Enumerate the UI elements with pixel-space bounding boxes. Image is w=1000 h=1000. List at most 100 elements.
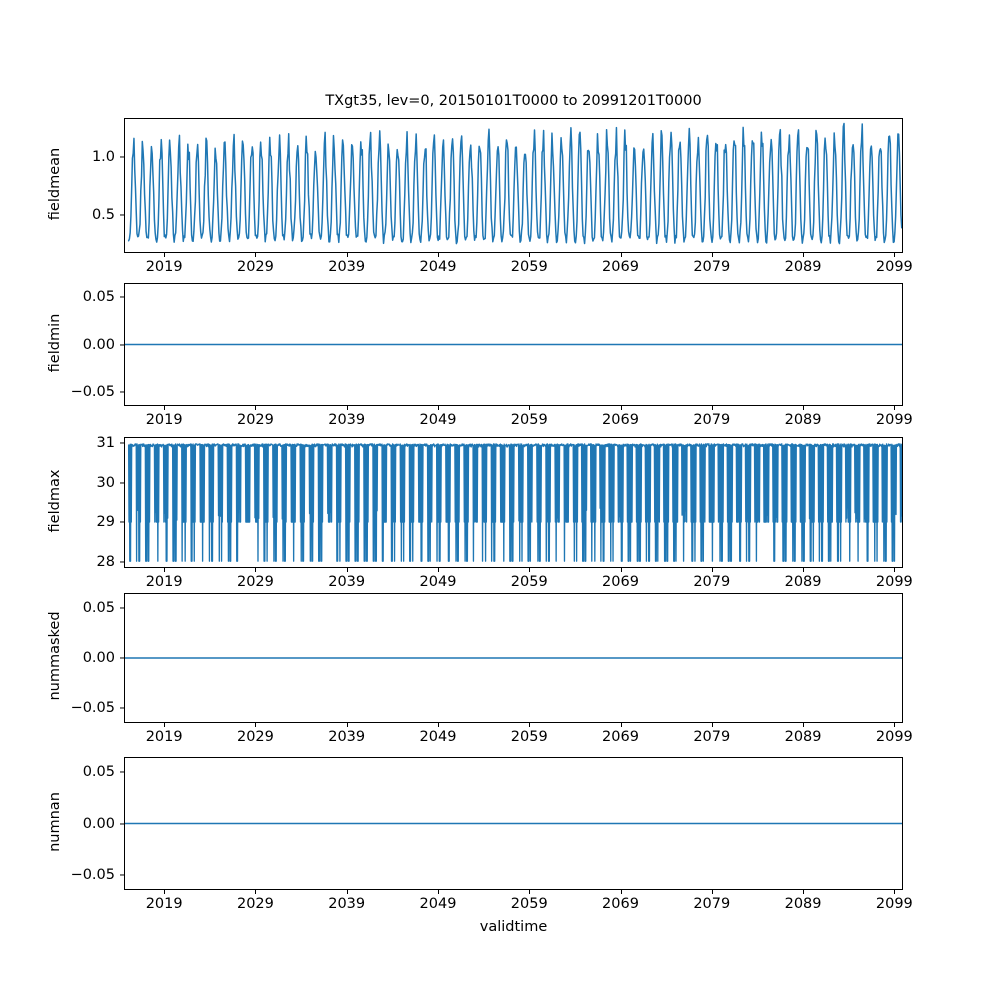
x-tick-mark — [620, 723, 622, 728]
y-axis-label-fieldmin: fieldmin — [47, 313, 63, 372]
x-tick-label: 2069 — [602, 574, 639, 590]
x-tick-label: 2029 — [236, 412, 274, 428]
x-tick-label: 2029 — [236, 729, 274, 745]
x-tick-label: 2059 — [510, 729, 548, 745]
x-tick-label: 2019 — [145, 574, 183, 590]
x-tick-mark — [164, 253, 166, 258]
x-tick-label: 2079 — [693, 896, 731, 912]
y-tick-label: 0.5 — [91, 207, 115, 224]
y-tick-mark — [119, 707, 124, 709]
x-tick-label: 2029 — [236, 574, 274, 590]
x-tick-mark — [620, 890, 622, 895]
x-tick-mark — [255, 406, 257, 411]
y-tick-label: −0.05 — [70, 700, 115, 716]
x-tick-mark — [529, 253, 531, 258]
data-line-fieldmean — [125, 119, 902, 252]
y-tick-mark — [119, 607, 124, 609]
x-tick-mark — [894, 890, 896, 895]
x-tick-label: 2089 — [784, 896, 822, 912]
y-axis-label-fieldmax: fieldmax — [47, 469, 63, 532]
x-tick-mark — [803, 568, 805, 573]
y-tick-mark — [119, 156, 124, 158]
y-tick-label: 1.0 — [91, 148, 115, 165]
x-tick-mark — [437, 568, 440, 573]
x-tick-label: 2099 — [875, 412, 913, 428]
y-tick-label: −0.05 — [70, 866, 115, 883]
y-tick-mark — [119, 771, 124, 773]
x-tick-label: 2069 — [602, 259, 639, 275]
plot-panel-nummasked — [124, 593, 903, 723]
x-tick-label: 2039 — [328, 729, 366, 745]
x-tick-label: 2019 — [145, 729, 183, 745]
x-tick-mark — [711, 253, 713, 258]
y-tick-mark — [119, 822, 124, 825]
x-tick-label: 2039 — [328, 896, 366, 912]
x-tick-label: 2089 — [784, 574, 822, 590]
x-tick-label: 2059 — [510, 896, 548, 912]
x-tick-mark — [803, 406, 805, 411]
x-tick-mark — [711, 406, 713, 411]
plot-panel-numnan — [124, 757, 903, 890]
x-tick-label: 2049 — [419, 574, 457, 590]
x-tick-mark — [164, 568, 166, 573]
data-line-numnan — [125, 758, 902, 889]
x-tick-mark — [803, 253, 805, 258]
y-tick-mark — [119, 874, 124, 876]
data-line-nummasked — [125, 594, 902, 722]
x-tick-label: 2019 — [145, 412, 183, 428]
x-tick-mark — [620, 568, 622, 573]
x-tick-label: 2049 — [419, 412, 457, 428]
x-tick-mark — [346, 568, 348, 573]
y-tick-label: 30 — [96, 474, 115, 491]
x-tick-label: 2039 — [328, 412, 366, 428]
y-tick-mark — [119, 561, 124, 563]
y-tick-mark — [119, 442, 124, 444]
x-tick-label: 2029 — [236, 896, 274, 912]
x-tick-mark — [164, 406, 166, 411]
x-tick-mark — [437, 890, 440, 895]
y-tick-label: 29 — [96, 514, 115, 531]
x-tick-mark — [346, 890, 348, 895]
x-tick-label: 2059 — [510, 574, 548, 590]
x-tick-label: 2029 — [236, 259, 274, 275]
x-tick-mark — [529, 406, 531, 411]
x-tick-label: 2079 — [693, 259, 731, 275]
y-tick-label: 0.05 — [82, 764, 115, 781]
x-tick-label: 2099 — [875, 729, 913, 745]
x-tick-mark — [894, 253, 896, 258]
y-tick-mark — [119, 521, 124, 523]
x-tick-mark — [346, 723, 348, 728]
x-tick-label: 2039 — [328, 259, 366, 275]
data-line-fieldmin — [125, 284, 902, 405]
plot-panel-fieldmax — [124, 437, 903, 568]
y-tick-label: −0.05 — [70, 383, 115, 400]
y-axis-label-numnan: numnan — [47, 791, 63, 852]
y-axis-label-nummasked: nummasked — [47, 611, 63, 701]
x-tick-mark — [164, 890, 166, 895]
y-tick-mark — [119, 214, 124, 216]
x-tick-label: 2069 — [602, 896, 639, 912]
x-tick-mark — [711, 568, 713, 573]
x-tick-label: 2019 — [145, 259, 183, 275]
x-tick-mark — [711, 723, 713, 728]
x-tick-label: 2089 — [784, 729, 822, 745]
x-tick-label: 2059 — [510, 259, 548, 275]
y-tick-mark — [119, 296, 124, 298]
x-tick-label: 2049 — [419, 896, 457, 912]
y-tick-mark — [119, 657, 124, 659]
x-axis-label: validtime — [479, 919, 548, 935]
x-tick-mark — [803, 890, 805, 895]
y-tick-label: 31 — [96, 434, 115, 451]
x-tick-mark — [529, 890, 531, 895]
x-tick-mark — [529, 568, 531, 573]
x-tick-mark — [711, 890, 713, 895]
x-tick-mark — [255, 723, 257, 728]
x-tick-mark — [620, 406, 622, 411]
y-tick-label: 28 — [96, 554, 115, 571]
figure-title: TXgt35, lev=0, 20150101T0000 to 20991201… — [325, 93, 702, 109]
y-tick-label: 0.00 — [82, 336, 115, 353]
data-line-fieldmax — [125, 438, 902, 567]
x-tick-mark — [346, 253, 348, 258]
plot-panel-fieldmean — [124, 118, 903, 253]
